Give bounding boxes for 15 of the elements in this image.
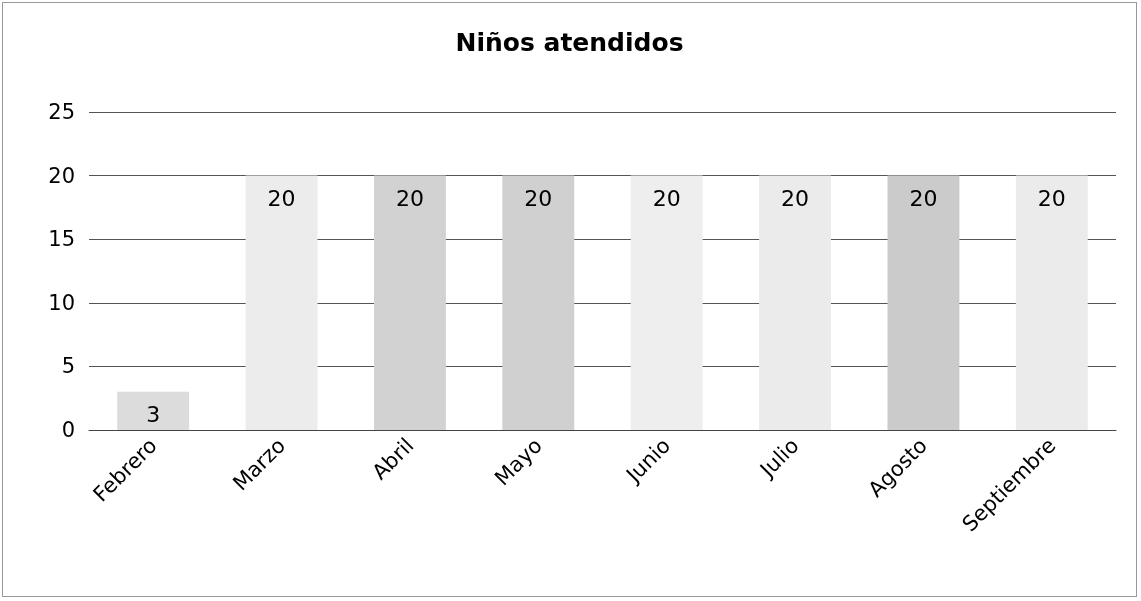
chart-title: Niños atendidos bbox=[455, 28, 684, 57]
data-label: 20 bbox=[781, 186, 810, 212]
data-label: 20 bbox=[267, 186, 296, 212]
y-tick-label: 25 bbox=[48, 100, 75, 124]
y-tick-label: 20 bbox=[48, 163, 75, 188]
data-label: 20 bbox=[524, 186, 553, 212]
y-tick-label: 10 bbox=[48, 290, 75, 315]
y-tick-label: 15 bbox=[48, 227, 75, 252]
data-label: 20 bbox=[909, 186, 938, 212]
data-label: 3 bbox=[146, 402, 161, 428]
data-label: 20 bbox=[1037, 186, 1066, 212]
data-label: 20 bbox=[652, 186, 681, 212]
data-label: 20 bbox=[395, 186, 424, 212]
y-tick-label: 5 bbox=[61, 354, 75, 379]
y-tick-label: 0 bbox=[61, 418, 75, 442]
